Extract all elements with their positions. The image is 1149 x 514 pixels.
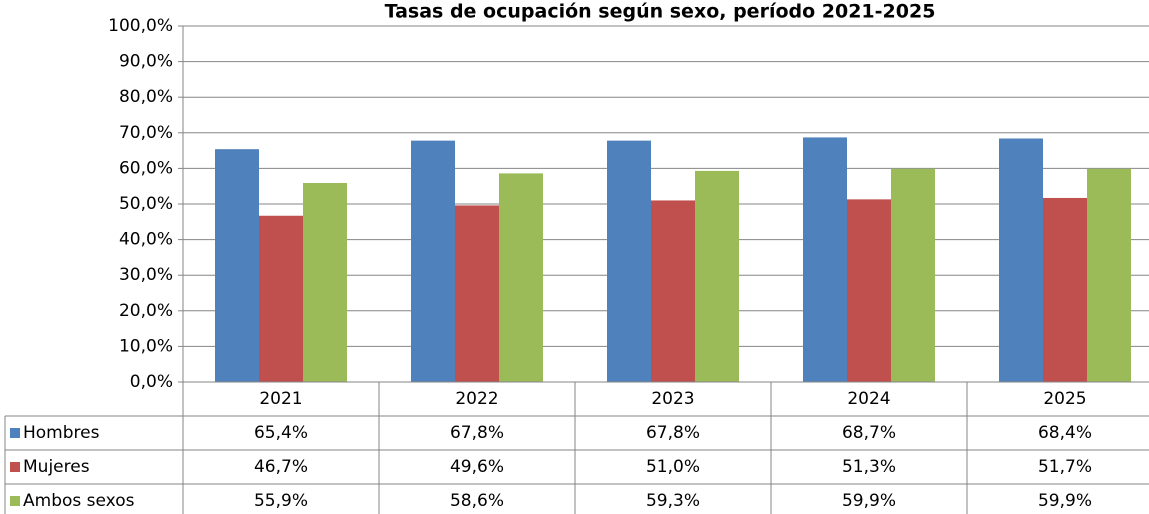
value-label: 59,9%	[842, 491, 896, 511]
x-tick-label: 2022	[455, 389, 498, 409]
legend-label: Ambos sexos	[23, 491, 135, 511]
value-label: 58,6%	[450, 491, 504, 511]
bar	[1043, 197, 1087, 382]
bar	[847, 199, 891, 382]
value-label: 51,7%	[1038, 457, 1092, 477]
legend-label: Mujeres	[23, 457, 90, 477]
bar	[999, 138, 1043, 382]
y-tick-label: 50,0%	[119, 194, 173, 214]
value-label: 51,0%	[646, 457, 700, 477]
bar	[803, 137, 847, 382]
x-tick-label: 2024	[847, 389, 890, 409]
bar	[259, 215, 303, 382]
value-label: 65,4%	[254, 423, 308, 443]
bar	[303, 182, 347, 382]
bar	[1087, 168, 1131, 382]
value-label: 67,8%	[450, 423, 504, 443]
legend-swatch	[10, 428, 20, 438]
value-label: 68,4%	[1038, 423, 1092, 443]
value-label: 55,9%	[254, 491, 308, 511]
bar	[455, 205, 499, 382]
y-tick-label: 60,0%	[119, 158, 173, 178]
y-tick-label: 100,0%	[108, 16, 173, 36]
legend-swatch	[10, 496, 20, 506]
x-tick-label: 2023	[651, 389, 694, 409]
value-label: 68,7%	[842, 423, 896, 443]
y-tick-label: 40,0%	[119, 230, 173, 250]
legend-label: Hombres	[23, 423, 100, 443]
bar	[215, 149, 259, 382]
y-tick-label: 80,0%	[119, 87, 173, 107]
bar	[499, 173, 543, 382]
y-tick-label: 90,0%	[119, 52, 173, 72]
y-tick-label: 70,0%	[119, 123, 173, 143]
legend-swatch	[10, 462, 20, 472]
value-label: 46,7%	[254, 457, 308, 477]
y-tick-label: 0,0%	[130, 372, 173, 392]
value-label: 49,6%	[450, 457, 504, 477]
x-tick-label: 2025	[1043, 389, 1086, 409]
value-label: 51,3%	[842, 457, 896, 477]
bar	[695, 170, 739, 382]
bar	[651, 200, 695, 382]
y-tick-label: 30,0%	[119, 265, 173, 285]
x-tick-label: 2021	[259, 389, 302, 409]
bar	[607, 140, 651, 382]
value-label: 67,8%	[646, 423, 700, 443]
chart-title: Tasas de ocupación según sexo, período 2…	[385, 1, 936, 23]
bar	[891, 168, 935, 382]
y-tick-label: 20,0%	[119, 301, 173, 321]
value-label: 59,9%	[1038, 491, 1092, 511]
value-label: 59,3%	[646, 491, 700, 511]
bar	[411, 140, 455, 382]
y-tick-label: 10,0%	[119, 336, 173, 356]
